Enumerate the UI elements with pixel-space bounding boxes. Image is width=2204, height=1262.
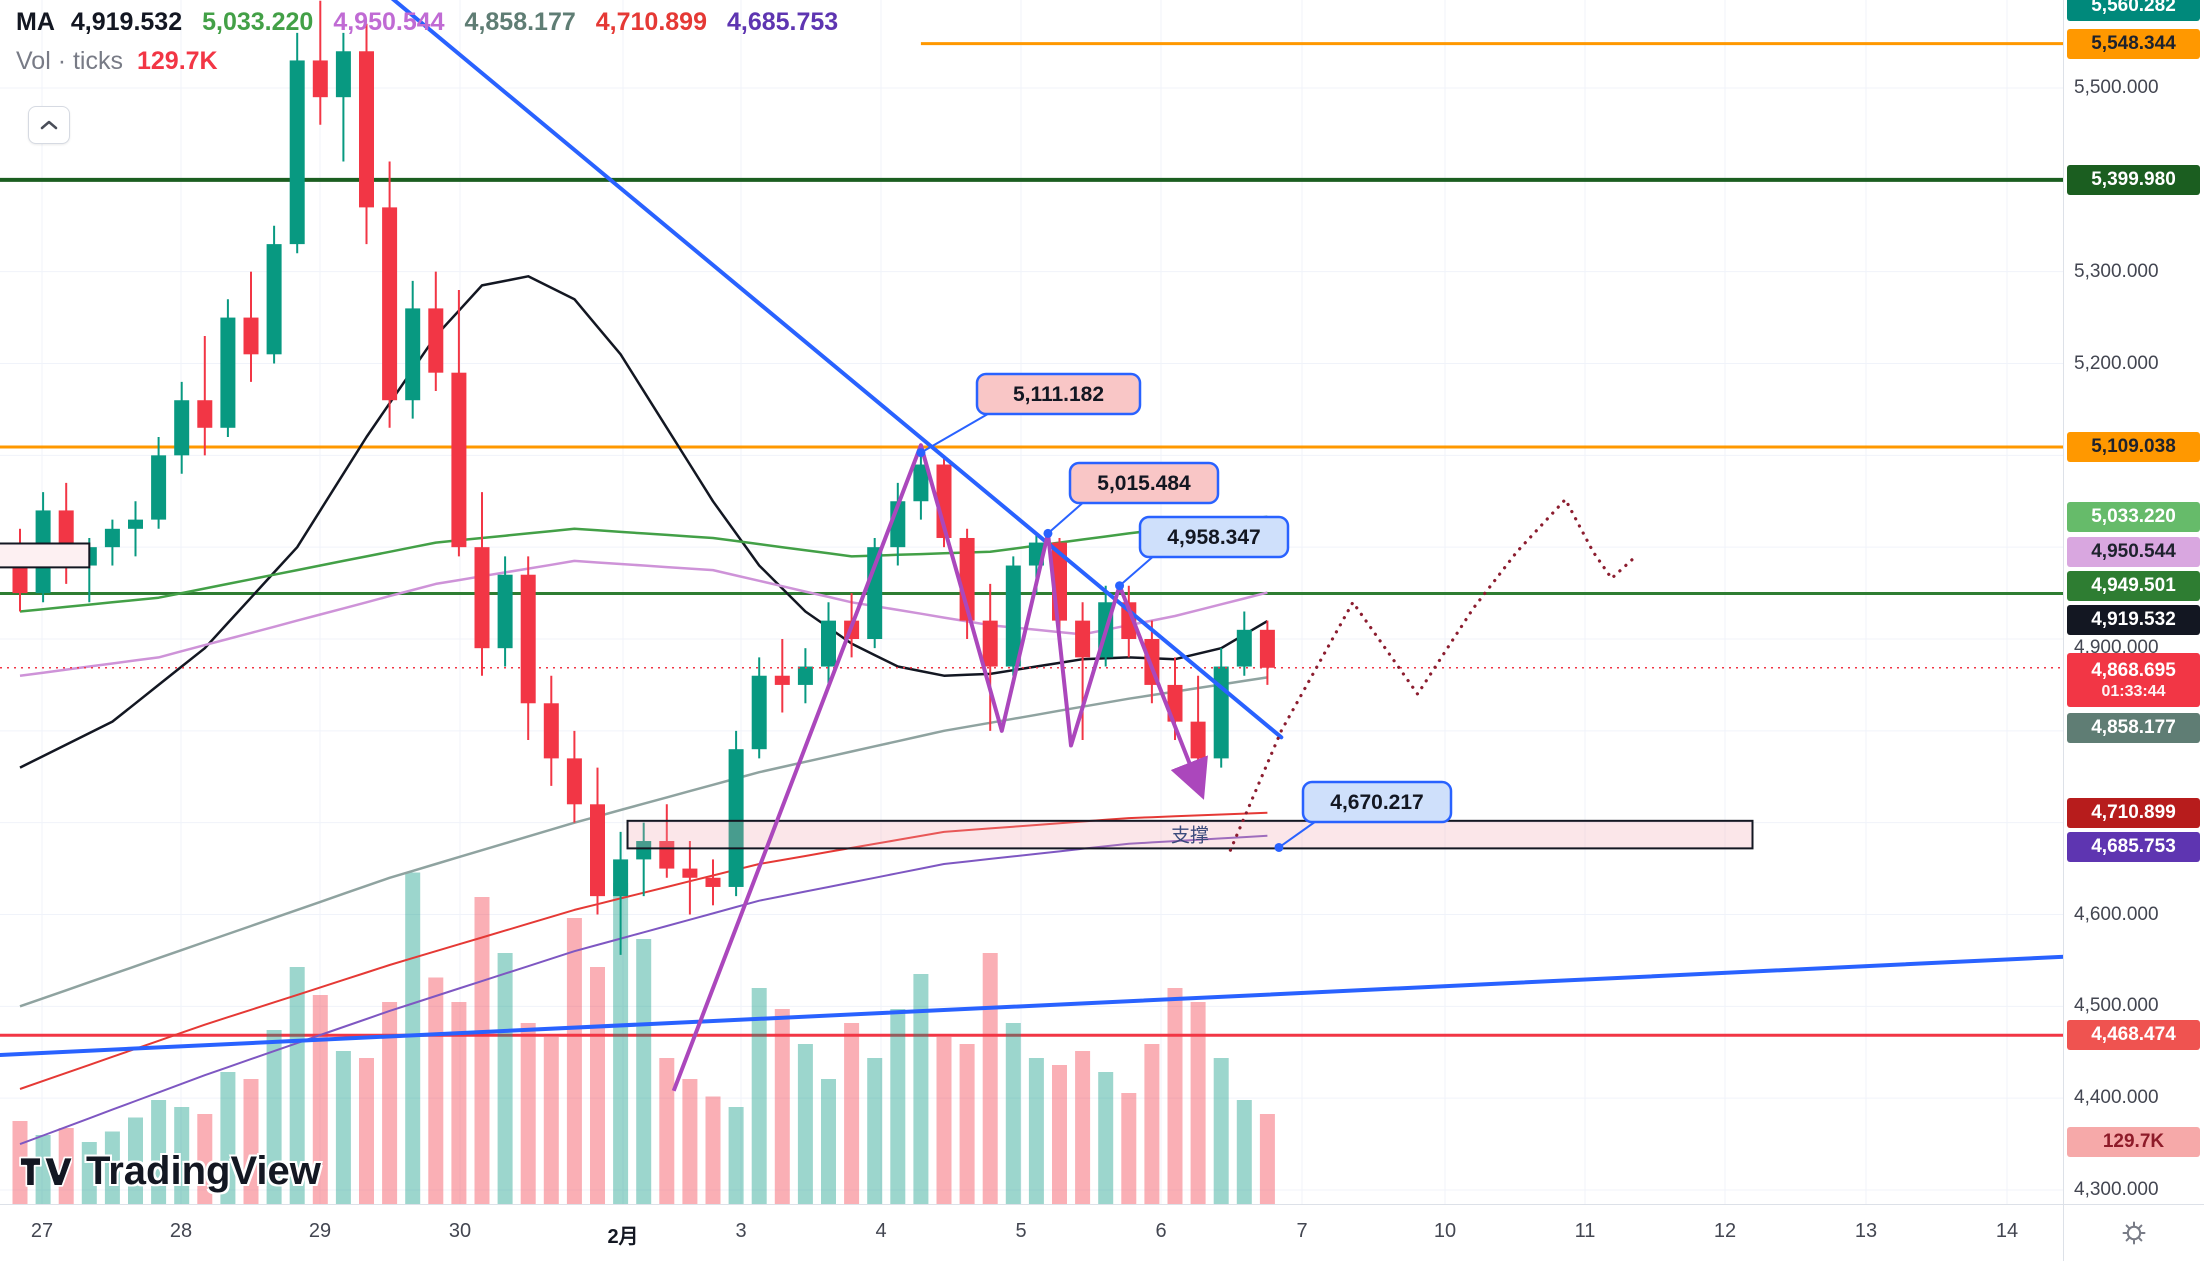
price-axis-label: 5,548.344 <box>2067 29 2200 59</box>
price-axis-label: 4,710.899 <box>2067 798 2200 828</box>
volume-legend-row[interactable]: Vol · ticks 129.7K <box>16 47 838 76</box>
chart-canvas[interactable]: 支撑 5,111.182 5,015.484 4,958.347 4,670.217 <box>0 0 2064 1205</box>
price-axis-label: 4,468.474 <box>2067 1020 2200 1050</box>
ma-line-ma-gray <box>19 676 1268 1008</box>
time-axis-label: 13 <box>1854 1220 1878 1242</box>
price-axis-label: 5,560.282 <box>2067 0 2200 21</box>
time-axis-label: 6 <box>1155 1220 1167 1242</box>
price-axis-label: 4,400.000 <box>2074 1087 2159 1108</box>
price-axis-label: 5,109.038 <box>2067 432 2200 462</box>
time-axis-label: 14 <box>1995 1220 2019 1242</box>
time-axis[interactable]: 27 28 29 30 2月 3 4 5 6 7 10 11 12 13 14 <box>0 1204 2204 1262</box>
time-axis-label: 4 <box>875 1220 887 1242</box>
ma-legend-row[interactable]: MA 4,919.532 5,033.220 4,950.544 4,858.177 4… <box>16 8 838 37</box>
time-axis-label: 10 <box>1433 1220 1457 1242</box>
indicator-legend[interactable]: MA 4,919.532 5,033.220 4,950.544 4,858.177 4… <box>16 8 838 76</box>
time-axis-label: 3 <box>735 1220 747 1242</box>
price-axis-label: 4,500.000 <box>2074 995 2159 1016</box>
tradingview-logo-icon <box>19 1156 72 1187</box>
support-zone[interactable] <box>626 819 1754 850</box>
price-axis-label: 4,949.501 <box>2067 571 2200 601</box>
time-axis-label: 29 <box>308 1220 332 1242</box>
price-axis-label: 4,858.177 <box>2067 713 2200 743</box>
ma-line-ma-black <box>19 275 1269 769</box>
support-zone-label: 支撑 <box>1171 825 1209 847</box>
watermark-text: TradingView <box>86 1149 321 1193</box>
price-axis-label: 5,033.220 <box>2067 502 2200 532</box>
price-axis-label: 4,950.544 <box>2067 537 2200 567</box>
time-axis-label: 2月 <box>607 1226 639 1248</box>
callout-anchor-dot <box>1043 528 1053 538</box>
volume-value: 129.7K <box>136 47 218 75</box>
legend-ma-value: 4,710.899 <box>595 8 707 36</box>
callout-anchor-dot <box>1115 581 1125 591</box>
price-axis-label: 4,900.000 <box>2074 637 2159 658</box>
price-axis-label: 4,600.000 <box>2074 904 2159 925</box>
ma-line-ma-purple <box>19 834 1268 1146</box>
price-axis-label: 5,500.000 <box>2074 77 2159 98</box>
legend-ma-value: 4,858.177 <box>464 8 576 36</box>
left-edge-zone[interactable] <box>0 542 91 569</box>
volume-indicator-label: Vol · ticks <box>16 47 123 75</box>
trendline[interactable] <box>0 954 2064 1057</box>
tradingview-watermark[interactable]: TradingView <box>18 1149 321 1194</box>
price-axis-label: 4,919.532 <box>2067 605 2200 635</box>
time-axis-label: 30 <box>448 1220 472 1242</box>
callout-label: 4,958.347 <box>1167 526 1260 549</box>
price-callout[interactable]: 4,958.347 <box>1115 515 1290 591</box>
legend-ma-value: 4,685.753 <box>726 8 839 36</box>
price-axis[interactable]: 5,560.282 5,548.344 5,500.000 5,399.980 5,30… <box>2063 0 2204 1205</box>
time-axis-label: 28 <box>169 1220 193 1242</box>
projection-path[interactable] <box>1228 496 1637 852</box>
price-callout[interactable]: 5,111.182 <box>916 372 1142 458</box>
callout-anchor-dot <box>916 448 926 458</box>
price-axis-label: 5,200.000 <box>2074 353 2159 374</box>
time-axis-label: 7 <box>1296 1220 1308 1242</box>
chevron-up-icon <box>40 120 58 130</box>
callout-label: 4,670.217 <box>1330 791 1423 814</box>
price-level-lines[interactable] <box>0 42 2064 1037</box>
time-axis-label: 5 <box>1015 1220 1027 1242</box>
axis-corner[interactable] <box>2063 1205 2204 1261</box>
price-axis-label: 5,300.000 <box>2074 261 2159 282</box>
price-axis-label: 4,868.695 01:33:44 <box>2067 653 2200 707</box>
legend-ma-value: 4,950.544 <box>333 8 445 36</box>
legend-ma-value: 4,919.532 <box>70 8 183 36</box>
chart-plot-area[interactable]: 支撑 5,111.182 5,015.484 4,958.347 4,670.217 <box>0 0 2064 1205</box>
callout-label: 5,015.484 <box>1097 472 1191 495</box>
price-axis-label: 5,399.980 <box>2067 165 2200 195</box>
price-axis-label: 4,300.000 <box>2074 1179 2159 1200</box>
legend-collapse-button[interactable] <box>28 106 70 144</box>
ma-line-ma-green <box>19 515 1268 613</box>
callout-anchor-dot <box>1274 842 1284 852</box>
price-axis-label: 4,685.753 <box>2067 832 2200 862</box>
ma-indicator-label: MA <box>16 8 55 36</box>
time-axis-label: 12 <box>1713 1220 1737 1242</box>
price-callout[interactable]: 5,015.484 <box>1043 461 1220 538</box>
axis-settings-icon[interactable] <box>2121 1220 2147 1246</box>
price-axis-label: 129.7K <box>2067 1127 2200 1157</box>
legend-ma-value: 5,033.220 <box>202 8 314 36</box>
legend-ma-values: 4,919.532 5,033.220 4,950.544 4,858.177 4,71… <box>71 8 838 37</box>
time-axis-label: 11 <box>1574 1220 1596 1242</box>
volume-bars <box>12 872 1275 1205</box>
callout-label: 5,111.182 <box>1013 383 1104 406</box>
price-callout[interactable]: 4,670.217 <box>1274 780 1453 852</box>
time-axis-label: 27 <box>30 1220 54 1242</box>
